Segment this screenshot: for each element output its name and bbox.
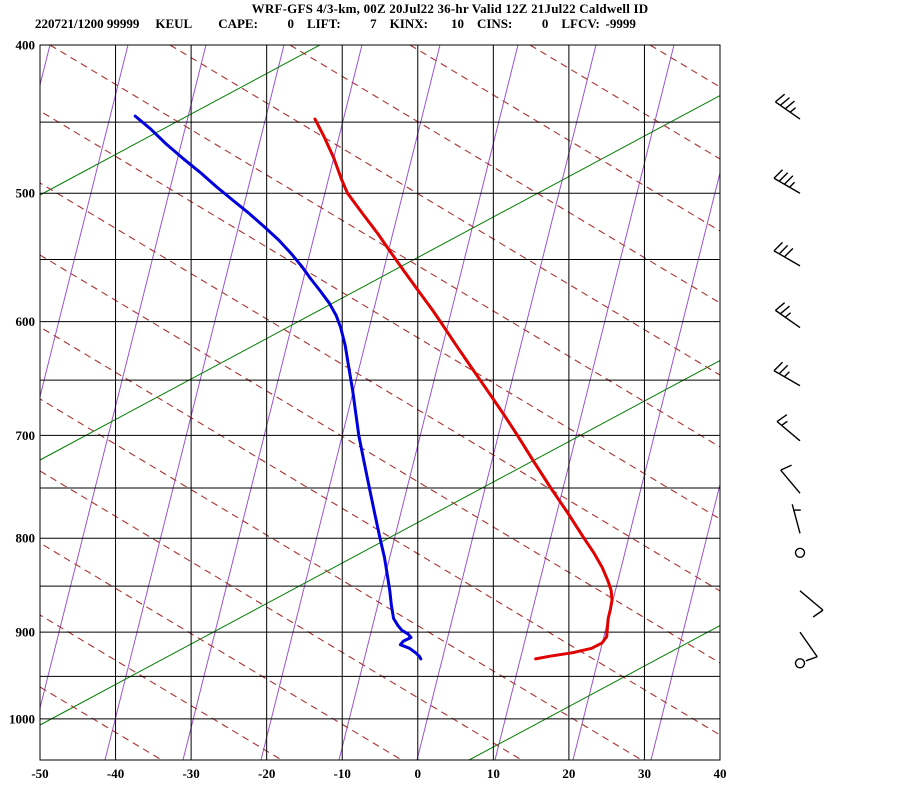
station-id: KEUL bbox=[155, 16, 193, 31]
index-lift-value: 7 bbox=[370, 16, 377, 31]
svg-text:30: 30 bbox=[638, 766, 651, 781]
index-lfcv-label: LFCV: bbox=[561, 16, 600, 31]
svg-text:700: 700 bbox=[16, 428, 36, 443]
svg-text:1000: 1000 bbox=[9, 711, 35, 726]
axis-tick-labels: 400 500 600 700 800 900 1000 -50 -40 -30 -20 -10 0 10… bbox=[9, 38, 727, 782]
index-cins-label: CINS: bbox=[476, 16, 513, 31]
svg-text:10: 10 bbox=[487, 766, 500, 781]
svg-text:900: 900 bbox=[16, 625, 36, 640]
wind-barb-column bbox=[773, 93, 824, 669]
svg-text:-10: -10 bbox=[334, 766, 351, 781]
index-cins-value: 0 bbox=[541, 16, 549, 31]
svg-text:-50: -50 bbox=[31, 766, 48, 781]
svg-text:500: 500 bbox=[16, 186, 36, 201]
pressure-temperature-grid bbox=[39, 44, 721, 761]
index-kinx-value: 10 bbox=[450, 16, 464, 31]
index-kinx: KINX: 10 bbox=[390, 16, 464, 32]
station-time-id: 220721/1200 99999 bbox=[35, 16, 140, 31]
index-cape-label: CAPE: bbox=[218, 16, 258, 31]
svg-text:-20: -20 bbox=[258, 766, 275, 781]
index-lift: LIFT: 7 bbox=[307, 16, 377, 32]
index-lift-label: LIFT: bbox=[306, 16, 341, 31]
svg-text:-40: -40 bbox=[107, 766, 124, 781]
index-kinx-label: KINX: bbox=[389, 16, 428, 31]
temperature-trace bbox=[313, 117, 614, 661]
chart-title: WRF-GFS 4/3-km, 00Z 20Jul22 36-hr Valid … bbox=[251, 1, 649, 16]
dry-adiabat-dashed-lines bbox=[40, 45, 720, 760]
index-cape-value: 0 bbox=[287, 16, 294, 31]
index-lfcv: LFCV: -9999 bbox=[561, 16, 636, 32]
svg-text:400: 400 bbox=[16, 38, 36, 53]
index-cape: CAPE: 0 bbox=[218, 16, 294, 32]
svg-text:20: 20 bbox=[562, 766, 575, 781]
svg-text:600: 600 bbox=[16, 314, 36, 329]
svg-text:800: 800 bbox=[16, 531, 36, 546]
svg-text:40: 40 bbox=[714, 766, 727, 781]
station-info-bar: 220721/1200 99999 KEUL CAPE: 0 LIFT: 7 KINX: 10… bbox=[35, 16, 875, 32]
index-lfcv-value: -9999 bbox=[605, 16, 636, 31]
dewpoint-trace bbox=[133, 114, 423, 661]
index-cins: CINS: 0 bbox=[477, 16, 548, 32]
svg-text:-30: -30 bbox=[182, 766, 199, 781]
stability-indices: CAPE: 0 LIFT: 7 KINX: 10 CINS: 0 LFCV: -9999 bbox=[218, 16, 649, 32]
svg-text:0: 0 bbox=[415, 766, 422, 781]
green-diagonals bbox=[40, 45, 720, 760]
